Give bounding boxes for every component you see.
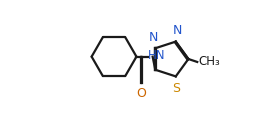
Text: CH₃: CH₃ — [198, 55, 220, 68]
Text: O: O — [136, 87, 146, 100]
Text: HN: HN — [148, 49, 165, 62]
Text: N: N — [172, 24, 182, 37]
Text: S: S — [172, 82, 180, 95]
Text: N: N — [149, 31, 158, 44]
